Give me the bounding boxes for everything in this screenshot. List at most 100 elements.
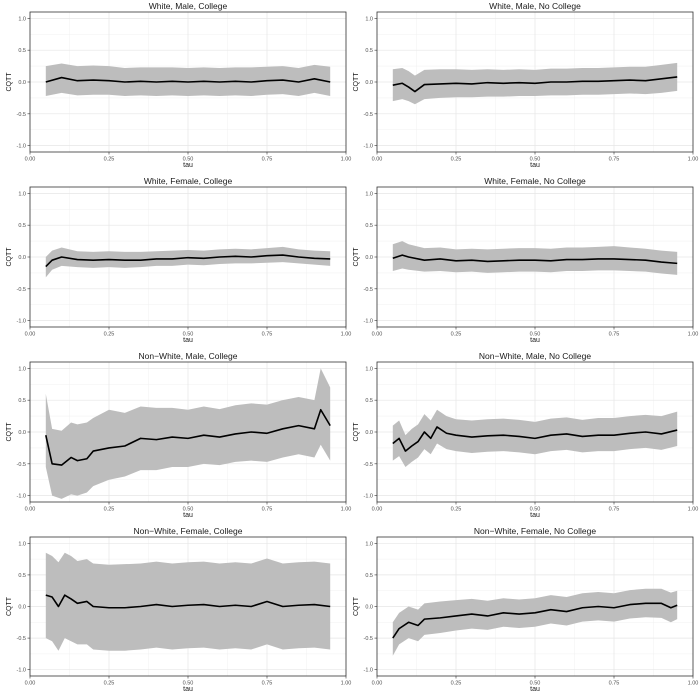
panel-7: Non−White, Female, College 0.00 0.25 0.50 0.… bbox=[6, 526, 351, 693]
x-axis-title: tau bbox=[530, 162, 540, 169]
x-tick-label: 0.75 bbox=[609, 332, 620, 338]
y-tick-label: 0.5 bbox=[365, 573, 373, 579]
x-tick-label: 0.00 bbox=[372, 681, 383, 687]
x-axis-title: tau bbox=[183, 686, 193, 693]
estimate-line bbox=[392, 602, 678, 639]
y-tick-label: -0.5 bbox=[364, 112, 373, 118]
y-tick-label: -1.0 bbox=[364, 494, 373, 500]
panel-title: White, Male, No College bbox=[489, 1, 581, 11]
y-tick-label: -1.0 bbox=[17, 494, 26, 500]
confidence-band bbox=[45, 246, 331, 278]
y-tick-label: 0.0 bbox=[18, 430, 26, 436]
x-tick-label: 0.25 bbox=[451, 332, 462, 338]
y-tick-label: -0.5 bbox=[17, 636, 26, 642]
y-tick-label: 1.0 bbox=[365, 16, 373, 22]
x-tick-label: 0.75 bbox=[609, 681, 620, 687]
y-tick-label: -1.0 bbox=[364, 144, 373, 150]
y-tick-label: 0.5 bbox=[18, 48, 26, 54]
x-tick-label: 0.00 bbox=[25, 507, 36, 513]
confidence-band bbox=[45, 552, 331, 651]
x-tick-label: 1.00 bbox=[341, 157, 352, 163]
y-tick-label: 0.5 bbox=[365, 223, 373, 229]
confidence-band bbox=[45, 63, 331, 96]
x-tick-label: 1.00 bbox=[688, 332, 699, 338]
y-tick-label: -1.0 bbox=[364, 319, 373, 325]
panel-5: Non−White, Male, College 0.00 0.25 0.50 0.75… bbox=[6, 351, 351, 519]
x-tick-label: 0.75 bbox=[262, 681, 273, 687]
y-axis-title: CQTT bbox=[353, 247, 360, 267]
x-tick-label: 0.50 bbox=[183, 157, 194, 163]
x-tick-label: 0.50 bbox=[183, 332, 194, 338]
panel-2: White, Male, No College 0.00 0.25 0.50 0.75 1… bbox=[353, 1, 698, 169]
panel-3: White, Female, College 0.00 0.25 0.50 0.75 1.… bbox=[6, 176, 351, 344]
y-tick-label: 0.5 bbox=[18, 223, 26, 229]
y-tick-label: -1.0 bbox=[17, 668, 26, 674]
x-tick-label: 0.50 bbox=[183, 681, 194, 687]
x-tick-label: 0.50 bbox=[530, 681, 541, 687]
y-tick-label: -1.0 bbox=[17, 319, 26, 325]
confidence-band bbox=[392, 241, 678, 275]
x-tick-label: 0.75 bbox=[262, 157, 273, 163]
x-axis-title: tau bbox=[530, 686, 540, 693]
y-tick-label: -1.0 bbox=[364, 668, 373, 674]
y-tick-label: -0.5 bbox=[17, 112, 26, 118]
confidence-band bbox=[45, 368, 331, 499]
x-tick-label: 0.50 bbox=[530, 332, 541, 338]
panel-title: Non−White, Male, College bbox=[139, 351, 238, 361]
x-axis-title: tau bbox=[530, 337, 540, 344]
panel-title: White, Male, College bbox=[149, 1, 228, 11]
panel-1: White, Male, College 0.00 0.25 0.50 0.75 1.00… bbox=[6, 1, 351, 169]
y-tick-label: 1.0 bbox=[365, 191, 373, 197]
y-tick-label: -1.0 bbox=[17, 144, 26, 150]
x-tick-label: 0.25 bbox=[104, 681, 115, 687]
estimate-line bbox=[45, 408, 331, 466]
y-axis-title: CQTT bbox=[6, 72, 13, 92]
x-tick-label: 0.25 bbox=[104, 157, 115, 163]
y-tick-label: 0.0 bbox=[365, 80, 373, 86]
x-tick-label: 0.00 bbox=[25, 157, 36, 163]
panel-4: White, Female, No College 0.00 0.25 0.50 0.7… bbox=[353, 176, 698, 344]
y-axis-title: CQTT bbox=[353, 72, 360, 92]
y-axis-title: CQTT bbox=[6, 422, 13, 442]
y-tick-label: -0.5 bbox=[364, 462, 373, 468]
y-tick-label: 1.0 bbox=[18, 366, 26, 372]
estimate-line bbox=[392, 76, 678, 93]
y-tick-label: 0.5 bbox=[365, 48, 373, 54]
estimate-line bbox=[392, 426, 678, 452]
x-tick-label: 0.25 bbox=[451, 157, 462, 163]
panel-title: White, Female, No College bbox=[484, 176, 586, 186]
estimate-line bbox=[45, 76, 331, 83]
x-axis-title: tau bbox=[183, 512, 193, 519]
x-axis-title: tau bbox=[183, 162, 193, 169]
y-tick-label: 0.0 bbox=[365, 430, 373, 436]
x-axis-title: tau bbox=[530, 512, 540, 519]
y-tick-label: 0.0 bbox=[365, 255, 373, 261]
y-tick-label: 0.0 bbox=[18, 605, 26, 611]
x-tick-label: 1.00 bbox=[341, 507, 352, 513]
x-tick-label: 1.00 bbox=[341, 681, 352, 687]
y-tick-label: 0.5 bbox=[18, 573, 26, 579]
x-tick-label: 1.00 bbox=[688, 507, 699, 513]
x-tick-label: 0.25 bbox=[104, 332, 115, 338]
y-tick-label: -0.5 bbox=[364, 636, 373, 642]
x-tick-label: 0.75 bbox=[609, 157, 620, 163]
y-tick-label: -0.5 bbox=[364, 287, 373, 293]
x-tick-label: 0.75 bbox=[262, 332, 273, 338]
x-tick-label: 0.50 bbox=[530, 507, 541, 513]
x-axis-title: tau bbox=[183, 337, 193, 344]
x-tick-label: 1.00 bbox=[341, 332, 352, 338]
x-tick-label: 1.00 bbox=[688, 681, 699, 687]
x-tick-label: 0.25 bbox=[451, 681, 462, 687]
y-tick-label: 1.0 bbox=[18, 541, 26, 547]
y-tick-label: 1.0 bbox=[18, 191, 26, 197]
panel-title: White, Female, College bbox=[144, 176, 233, 186]
y-axis-title: CQTT bbox=[6, 596, 13, 616]
y-tick-label: 1.0 bbox=[365, 541, 373, 547]
y-tick-label: -0.5 bbox=[17, 462, 26, 468]
x-tick-label: 1.00 bbox=[688, 157, 699, 163]
panel-title: Non−White, Female, No College bbox=[474, 526, 596, 536]
y-axis-title: CQTT bbox=[353, 596, 360, 616]
estimate-line bbox=[392, 254, 678, 265]
x-tick-label: 0.50 bbox=[530, 157, 541, 163]
